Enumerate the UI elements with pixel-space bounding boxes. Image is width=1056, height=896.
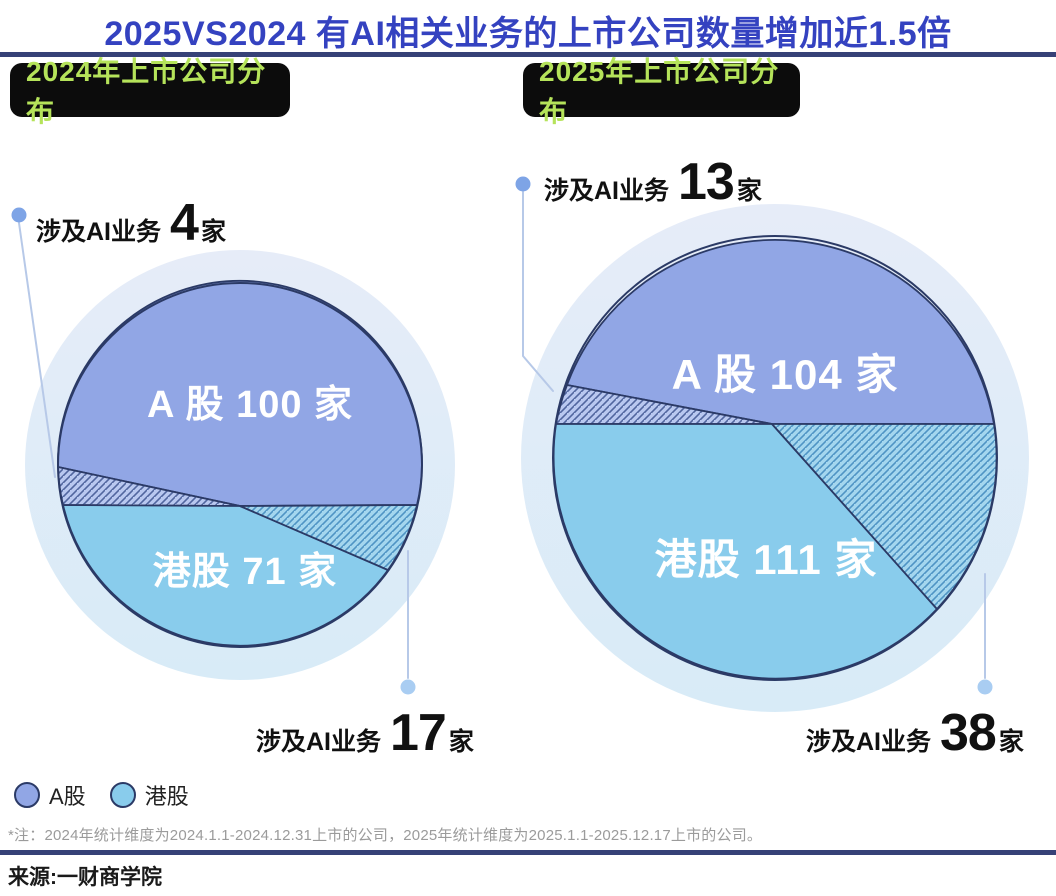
leader-dot (400, 679, 416, 695)
callout-text: 涉及AI业务 (256, 728, 382, 756)
pie-outline (57, 282, 423, 648)
callout-2025-a-share-ai: 涉及AI业务 13 家 (544, 152, 762, 212)
leader-line (522, 191, 554, 392)
source-line: 来源:一财商学院 (8, 866, 162, 889)
pie-slice-label: A 股 104 家 (672, 351, 899, 398)
callout-2024-a-share-ai: 涉及AI业务 4 家 (36, 193, 226, 253)
footnote: *注：2024年统计维度为2024.1.1-2024.12.31上市的公司，20… (8, 827, 763, 844)
leader-dot (515, 176, 531, 192)
callout-number: 38 (940, 704, 997, 762)
callout-number: 13 (678, 153, 735, 211)
hk-legend-swatch (109, 782, 136, 808)
legend-item-hk: 港股 (109, 779, 189, 811)
pie-slice-label: 港股 111 家 (655, 536, 878, 583)
legend-item-a-share: A股 (14, 779, 86, 811)
page-title: 2025VS2024 有AI相关业务的上市公司数量增加近1.5倍 (104, 15, 952, 53)
badge-2024: 2024年上市公司分布 (10, 56, 290, 127)
legend: A股 港股 (14, 779, 189, 811)
footer-divider (0, 850, 1056, 855)
callout-suffix: 家 (448, 728, 474, 756)
a-share-legend-label: A股 (49, 784, 86, 809)
leader-dot (11, 207, 27, 223)
callout-suffix: 家 (200, 218, 226, 246)
callout-number: 17 (390, 704, 447, 762)
callout-2025-hk-ai: 涉及AI业务 38 家 (806, 703, 1024, 763)
pie-slice-label: A 股 100 家 (147, 384, 353, 426)
badge-2024-label: 2024年上市公司分布 (26, 56, 267, 127)
callout-text: 涉及AI业务 (544, 177, 670, 205)
leader-dot (977, 679, 993, 695)
pie-outline (552, 235, 998, 681)
title-divider (0, 52, 1056, 57)
badge-2025-label: 2025年上市公司分布 (539, 56, 780, 127)
callout-text: 涉及AI业务 (806, 728, 932, 756)
leader-line (18, 222, 56, 478)
callout-suffix: 家 (998, 728, 1024, 756)
callout-suffix: 家 (736, 177, 762, 205)
pie-slice-a-share (566, 239, 995, 425)
pie-slice-label: 港股 71 家 (153, 551, 337, 593)
callout-number: 4 (170, 194, 199, 252)
a-share-legend-swatch (14, 782, 40, 808)
badge-2025: 2025年上市公司分布 (523, 56, 800, 127)
callout-text: 涉及AI业务 (36, 218, 162, 246)
hk-legend-label: 港股 (144, 784, 189, 809)
callout-2024-hk-ai: 涉及AI业务 17 家 (256, 703, 474, 763)
